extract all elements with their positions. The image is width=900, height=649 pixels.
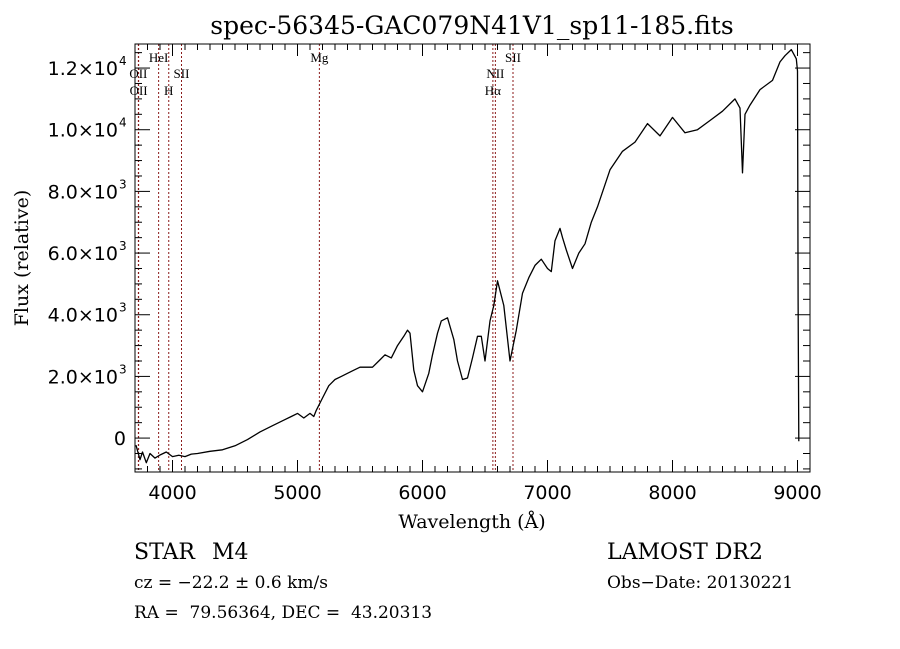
y-tick-exponent: 3 (119, 301, 127, 315)
survey-name: LAMOST DR2 (607, 540, 763, 565)
emission-line-label: HeI (149, 50, 169, 65)
y-tick-label: 1.2×10 (48, 58, 118, 80)
y-tick-exponent: 3 (119, 239, 127, 253)
y-tick-label: 2.0×10 (48, 366, 118, 388)
series-layer (135, 48, 800, 464)
y-tick-label: 6.0×10 (48, 243, 118, 265)
object-class: STAR (134, 540, 195, 565)
y-tick-exponent: 3 (119, 177, 127, 191)
x-tick-label: 7000 (523, 482, 571, 504)
spectrum-line (135, 48, 800, 464)
y-tick-exponent: 4 (119, 116, 127, 130)
emission-line-label: NII (486, 66, 504, 81)
y-tick-exponent: 4 (119, 54, 127, 68)
emission-line-label: SII (174, 66, 190, 81)
x-tick-label: 9000 (773, 482, 821, 504)
y-tick-label: 4.0×10 (48, 305, 118, 327)
y-tick-exponent: 3 (119, 362, 127, 376)
y-tick-label: 8.0×10 (48, 181, 118, 203)
emission-line-label: Hα (485, 83, 501, 98)
emission-line-label: Mg (310, 50, 329, 65)
x-tick-label: 6000 (398, 482, 446, 504)
emission-line-label: H (164, 83, 173, 98)
emission-line-label: SII (505, 50, 521, 65)
y-axis-label: Flux (relative) (11, 190, 33, 327)
x-tick-label: 8000 (648, 482, 696, 504)
emission-line-label: OII (130, 83, 148, 98)
x-axis-label: Wavelength (Å) (398, 511, 545, 533)
object-subclass: M4 (212, 540, 249, 565)
x-tick-label: 5000 (273, 482, 321, 504)
x-tick-label: 4000 (148, 482, 196, 504)
chart-title: spec-56345-GAC079N41V1_sp11-185.fits (210, 11, 733, 40)
obs-date: Obs−Date: 20130221 (607, 573, 794, 593)
axis-ticks (135, 44, 811, 472)
y-tick-label: 0 (114, 428, 126, 450)
coordinates: RA = 79.56364, DEC = 43.20313 (134, 603, 433, 623)
plot-frame (134, 43, 811, 473)
y-tick-label: 1.0×10 (48, 120, 118, 142)
redshift-text: cz = −22.2 ± 0.6 km/s (134, 573, 328, 593)
